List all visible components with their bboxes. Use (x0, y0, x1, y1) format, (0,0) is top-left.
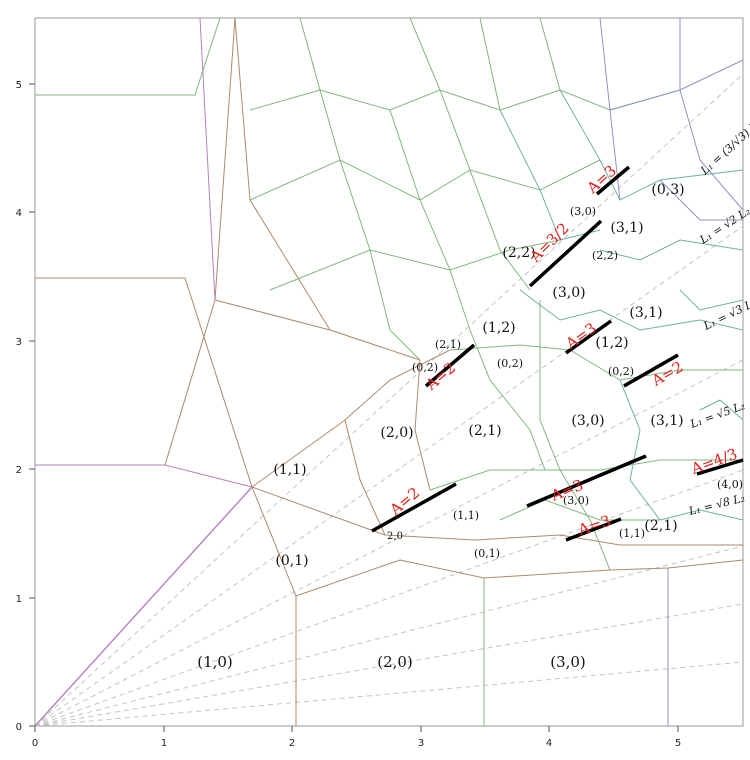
region-label: (2,0) (377, 653, 413, 671)
a-label: A=3 (575, 512, 613, 540)
region-label: (2,1) (644, 518, 677, 534)
x-tick-label: 1 (161, 738, 167, 749)
region-label: (2,0) (380, 425, 413, 441)
x-tick-label: 0 (32, 738, 38, 749)
small-region-label: (0,2) (412, 361, 438, 374)
small-region-label: (2,1) (435, 338, 461, 351)
small-region-label: (1,1) (453, 509, 479, 522)
small-region-label: (0,2) (497, 357, 523, 370)
small-region-label: (3,0) (570, 205, 596, 218)
a-label: A=3/2 (526, 219, 573, 266)
diagonal-line (34, 486, 253, 727)
region-label: (1,2) (482, 320, 515, 336)
y-tick-label: 5 (16, 80, 22, 91)
region-label: (3,0) (571, 413, 604, 429)
y-tick-label: 2 (16, 465, 22, 476)
small-region-label: (2,2) (592, 249, 618, 262)
region-label: (1,2) (595, 335, 628, 351)
small-region-label: 2,0 (387, 531, 403, 542)
left-walls (35, 17, 451, 488)
small-region-label: (1,1) (619, 527, 645, 540)
a-label: A=3 (562, 319, 600, 353)
region-label: (1,0) (197, 653, 233, 671)
dashed-rays (34, 73, 744, 727)
region-label: (2,1) (468, 423, 501, 439)
x-tick-label: 5 (675, 738, 681, 749)
region-label: (0,3) (651, 182, 684, 198)
small-region-label: (3,0) (563, 494, 589, 507)
x-tick-label: 4 (546, 738, 552, 749)
region-label: (3,0) (552, 285, 585, 301)
a-label: A=2 (648, 358, 686, 391)
thick-segments (371, 165, 744, 542)
y-tick-label: 4 (16, 208, 22, 219)
y-tick-label: 3 (16, 337, 22, 348)
small-region-label: (0,2) (608, 365, 634, 378)
x-tick-label: 2 (289, 738, 295, 749)
line-label: L₁ = √2 L₂ (697, 204, 750, 247)
region-label: (0,1) (275, 553, 308, 569)
region-label: (3,1) (629, 305, 662, 321)
region-label: (1,1) (273, 462, 306, 478)
x-tick-label: 3 (418, 738, 424, 749)
region-label: (3,0) (550, 653, 586, 671)
y-tick-label: 0 (16, 722, 22, 733)
y-tick-label: 1 (16, 594, 22, 605)
small-region-label: (4,0) (717, 478, 743, 491)
plot-frame (34, 17, 744, 727)
axis-ticks (29, 83, 679, 732)
cell-mesh (249, 17, 744, 571)
region-label: (3,1) (610, 220, 643, 236)
line-label: L₁ = (3/√3) L₂ (698, 116, 750, 177)
bottom-walls (251, 486, 744, 726)
a-label: A=4/3 (688, 445, 740, 479)
region-label: (3,1) (650, 413, 683, 429)
small-region-label: (0,1) (474, 547, 500, 560)
region-label: (2,2) (502, 245, 535, 261)
